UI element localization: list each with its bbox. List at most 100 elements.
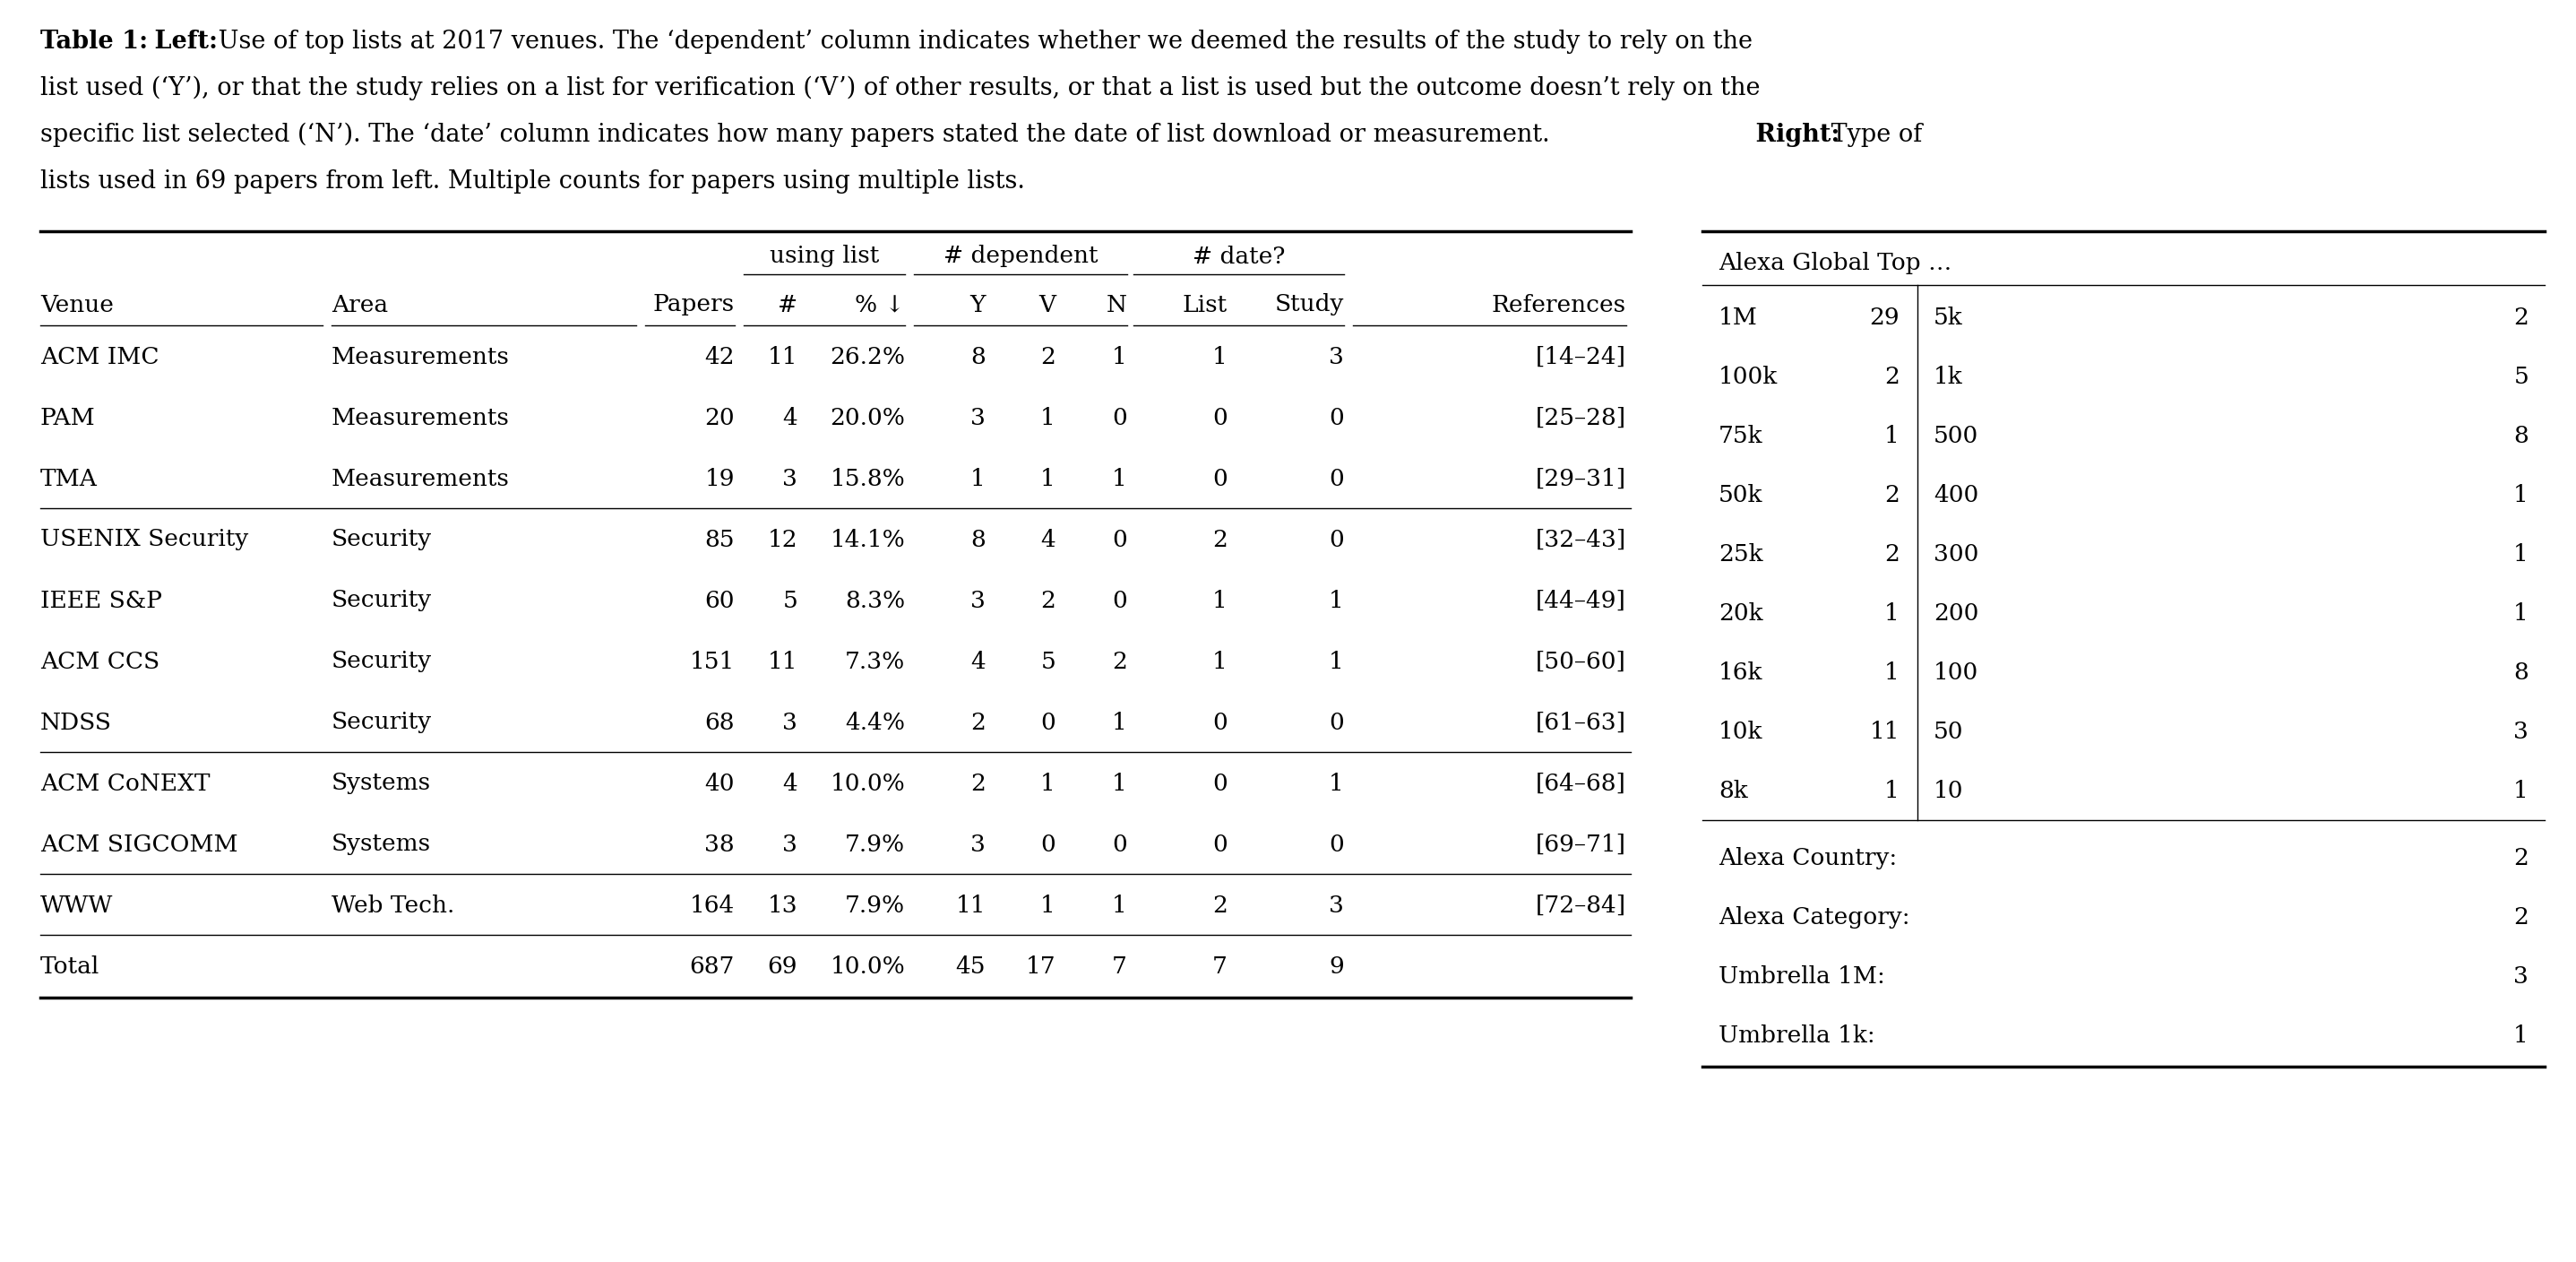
Text: 50k: 50k — [1718, 483, 1762, 506]
Text: Security: Security — [332, 529, 433, 550]
Text: 14.1%: 14.1% — [829, 529, 904, 550]
Text: 11: 11 — [1870, 721, 1899, 742]
Text: 8: 8 — [2514, 424, 2530, 447]
Text: 100k: 100k — [1718, 365, 1777, 387]
Text: 17: 17 — [1025, 955, 1056, 978]
Text: 2: 2 — [1041, 589, 1056, 612]
Text: 16k: 16k — [1718, 661, 1762, 684]
Text: list used (‘Y’), or that the study relies on a list for verification (‘V’) of ot: list used (‘Y’), or that the study relie… — [41, 76, 1759, 101]
Text: Papers: Papers — [654, 294, 734, 316]
Text: 20: 20 — [706, 406, 734, 429]
Text: 0: 0 — [1113, 406, 1128, 429]
Text: Use of top lists at 2017 venues. The ‘dependent’ column indicates whether we dee: Use of top lists at 2017 venues. The ‘de… — [211, 29, 1752, 54]
Text: Area: Area — [332, 294, 389, 316]
Text: 1: 1 — [2514, 483, 2530, 506]
Text: 10.0%: 10.0% — [829, 772, 904, 795]
Text: N: N — [1108, 294, 1128, 316]
Text: 1: 1 — [2514, 602, 2530, 625]
Text: 0: 0 — [1213, 833, 1229, 856]
Text: 1k: 1k — [1935, 365, 1963, 387]
Text: 1: 1 — [1041, 772, 1056, 795]
Text: 19: 19 — [706, 467, 734, 490]
Text: Measurements: Measurements — [332, 346, 510, 369]
Text: 3: 3 — [783, 712, 799, 733]
Text: [69–71]: [69–71] — [1535, 833, 1625, 856]
Text: 11: 11 — [956, 893, 987, 916]
Text: 2: 2 — [2514, 847, 2530, 870]
Text: 0: 0 — [1041, 833, 1056, 856]
Text: Systems: Systems — [332, 833, 430, 856]
Text: 2: 2 — [1113, 650, 1128, 673]
Text: NDSS: NDSS — [41, 712, 111, 733]
Text: Alexa Global Top …: Alexa Global Top … — [1718, 251, 1953, 274]
Text: 20k: 20k — [1718, 602, 1762, 625]
Text: 1: 1 — [1113, 467, 1128, 490]
Text: 2: 2 — [1886, 543, 1899, 565]
Text: [29–31]: [29–31] — [1535, 467, 1625, 490]
Text: 0: 0 — [1329, 833, 1345, 856]
Text: 7: 7 — [1113, 955, 1128, 978]
Text: List: List — [1182, 294, 1229, 316]
Text: 7.3%: 7.3% — [845, 650, 904, 673]
Text: # date?: # date? — [1193, 245, 1285, 268]
Text: 1: 1 — [1213, 346, 1229, 369]
Text: 2: 2 — [1886, 365, 1899, 387]
Text: 1: 1 — [2514, 1025, 2530, 1047]
Text: 1: 1 — [1886, 424, 1899, 447]
Text: 4.4%: 4.4% — [845, 712, 904, 733]
Text: [72–84]: [72–84] — [1535, 893, 1625, 916]
Text: 1: 1 — [1041, 406, 1056, 429]
Text: Study: Study — [1275, 294, 1345, 316]
Text: Total: Total — [41, 955, 100, 978]
Text: 1: 1 — [971, 467, 987, 490]
Text: [25–28]: [25–28] — [1535, 406, 1625, 429]
Text: 4: 4 — [783, 772, 799, 795]
Text: 3: 3 — [1329, 893, 1345, 916]
Text: 8k: 8k — [1718, 780, 1749, 801]
Text: Right:: Right: — [1747, 122, 1839, 146]
Text: 29: 29 — [1870, 307, 1899, 328]
Text: 300: 300 — [1935, 543, 1978, 565]
Text: ACM CCS: ACM CCS — [41, 650, 160, 673]
Text: 7.9%: 7.9% — [845, 893, 904, 916]
Text: 1: 1 — [1113, 712, 1128, 733]
Text: 2: 2 — [1041, 346, 1056, 369]
Text: 38: 38 — [706, 833, 734, 856]
Text: 164: 164 — [690, 893, 734, 916]
Text: 400: 400 — [1935, 483, 1978, 506]
Text: Venue: Venue — [41, 294, 113, 316]
Text: 2: 2 — [971, 772, 987, 795]
Text: 1: 1 — [1213, 589, 1229, 612]
Text: 1: 1 — [1329, 650, 1345, 673]
Text: Umbrella 1k:: Umbrella 1k: — [1718, 1025, 1875, 1047]
Text: 1: 1 — [1886, 661, 1899, 684]
Text: Alexa Country:: Alexa Country: — [1718, 847, 1896, 870]
Text: TMA: TMA — [41, 467, 98, 490]
Text: 0: 0 — [1041, 712, 1056, 733]
Text: specific list selected (‘N’). The ‘date’ column indicates how many papers stated: specific list selected (‘N’). The ‘date’… — [41, 122, 1551, 148]
Text: 0: 0 — [1213, 712, 1229, 733]
Text: 0: 0 — [1113, 833, 1128, 856]
Text: 0: 0 — [1329, 712, 1345, 733]
Text: [32–43]: [32–43] — [1535, 529, 1625, 550]
Text: Umbrella 1M:: Umbrella 1M: — [1718, 965, 1886, 988]
Text: 100: 100 — [1935, 661, 1978, 684]
Text: 45: 45 — [956, 955, 987, 978]
Text: # dependent: # dependent — [943, 245, 1097, 268]
Text: 2: 2 — [2514, 906, 2530, 929]
Text: 0: 0 — [1329, 529, 1345, 550]
Text: 500: 500 — [1935, 424, 1978, 447]
Text: 5k: 5k — [1935, 307, 1963, 328]
Text: 69: 69 — [768, 955, 799, 978]
Text: 13: 13 — [768, 893, 799, 916]
Text: ACM SIGCOMM: ACM SIGCOMM — [41, 833, 237, 856]
Text: 3: 3 — [1329, 346, 1345, 369]
Text: 1: 1 — [2514, 543, 2530, 565]
Text: 8.3%: 8.3% — [845, 589, 904, 612]
Text: using list: using list — [770, 245, 878, 268]
Text: ACM CoNEXT: ACM CoNEXT — [41, 772, 211, 795]
Text: 1: 1 — [1886, 602, 1899, 625]
Text: PAM: PAM — [41, 406, 95, 429]
Text: 1: 1 — [1329, 772, 1345, 795]
Text: [61–63]: [61–63] — [1535, 712, 1625, 733]
